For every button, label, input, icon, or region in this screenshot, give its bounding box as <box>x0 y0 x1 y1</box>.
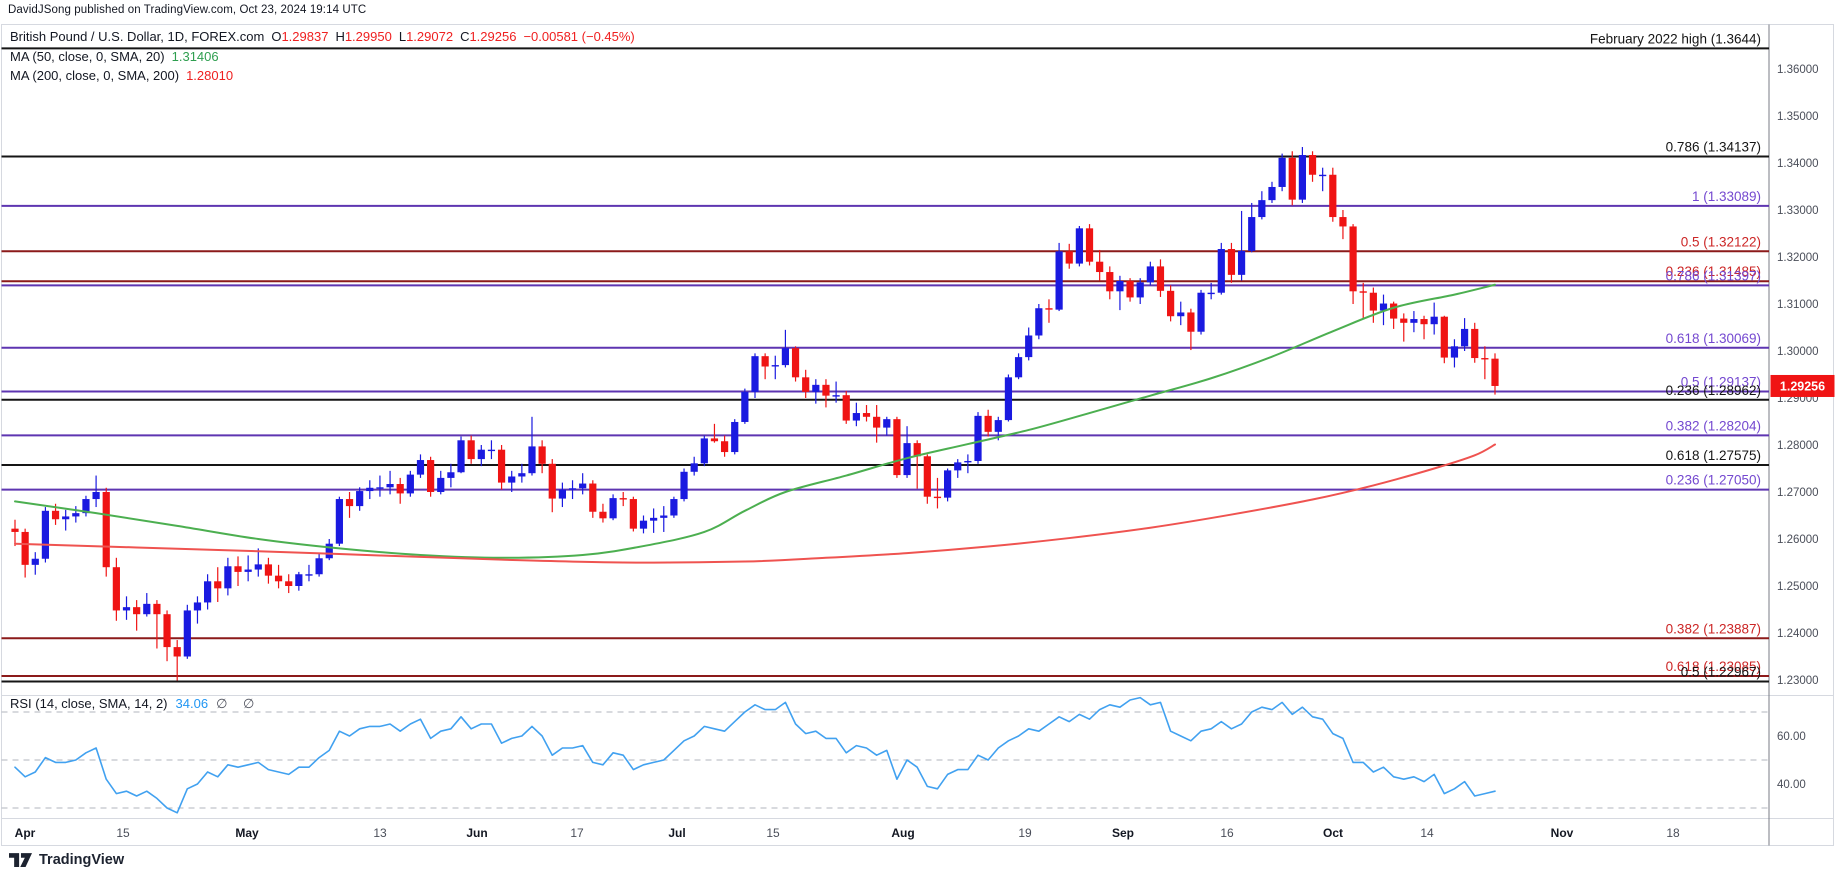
ma200-label: MA (200, close, 0, SMA, 200) <box>10 68 180 83</box>
svg-text:0.5 (1.32122): 0.5 (1.32122) <box>1681 234 1761 249</box>
svg-text:0.236 (1.28962): 0.236 (1.28962) <box>1666 383 1761 398</box>
svg-text:0.5 (1.29137): 0.5 (1.29137) <box>1681 375 1761 390</box>
svg-text:1.26000: 1.26000 <box>1777 534 1819 546</box>
svg-text:February 2022 high (1.3644): February 2022 high (1.3644) <box>1590 31 1761 46</box>
rsi-legend-row: RSI (14, close, SMA, 14, 2) 34.06 ∅ ∅ <box>10 696 260 712</box>
svg-text:Apr: Apr <box>15 826 36 840</box>
svg-text:1.30000: 1.30000 <box>1777 346 1819 358</box>
svg-text:Sep: Sep <box>1112 826 1134 840</box>
svg-text:18: 18 <box>1666 826 1680 840</box>
ma50-label: MA (50, close, 0, SMA, 20) <box>10 48 165 64</box>
svg-text:1.24000: 1.24000 <box>1777 628 1819 640</box>
fib-level-labels: February 2022 high (1.3644) 0.786 (1.3413… <box>1590 31 1761 679</box>
ohlc-open: O 1.29837 <box>271 29 329 44</box>
ma50-line <box>14 283 1496 559</box>
svg-text:14: 14 <box>1420 826 1434 840</box>
svg-text:0.618 (1.30069): 0.618 (1.30069) <box>1666 331 1761 346</box>
svg-text:15: 15 <box>116 826 130 840</box>
svg-text:13: 13 <box>373 826 387 840</box>
rsi-label: RSI (14, close, SMA, 14, 2) <box>10 696 168 711</box>
ma50-legend-row: MA (50, close, 0, SMA, 20) 1.31406 <box>10 47 635 67</box>
svg-text:15: 15 <box>766 826 780 840</box>
svg-text:May: May <box>235 826 259 840</box>
svg-text:0.236 (1.27050): 0.236 (1.27050) <box>1666 473 1761 488</box>
ma200-value: 1.28010 <box>186 68 234 83</box>
svg-text:Jul: Jul <box>668 826 685 840</box>
current-price-badge: 1.29256 <box>1770 374 1835 397</box>
ma200-legend-row: MA (200, close, 0, SMA, 200) 1.28010 <box>10 66 635 86</box>
svg-text:19: 19 <box>1018 826 1032 840</box>
svg-text:1.25000: 1.25000 <box>1777 581 1819 593</box>
svg-text:1.28000: 1.28000 <box>1777 440 1819 452</box>
date-axis-labels: Apr 15 May 13 Jun 17 Jul 15 Aug 19 Sep 16 Oct 14 Nov 18 <box>15 826 1680 840</box>
svg-text:1.29256: 1.29256 <box>1780 379 1825 393</box>
publish-line: DavidJSong published on TradingView.com,… <box>8 4 367 16</box>
tradingview-attribution[interactable]: TradingView <box>9 852 124 868</box>
svg-text:1 (1.33089): 1 (1.33089) <box>1692 189 1761 204</box>
svg-text:16: 16 <box>1220 826 1234 840</box>
svg-text:0.786 (1.31397): 0.786 (1.31397) <box>1666 268 1761 283</box>
ohlc-close: C 1.29256 <box>460 29 517 44</box>
svg-text:1.34000: 1.34000 <box>1777 158 1819 170</box>
svg-text:0.618 (1.27575): 0.618 (1.27575) <box>1666 448 1761 463</box>
svg-text:0.382 (1.23887): 0.382 (1.23887) <box>1666 621 1761 636</box>
ma200-line <box>14 443 1496 564</box>
tradingview-brand-text: TradingView <box>39 852 125 868</box>
svg-text:0.5 (1.22967): 0.5 (1.22967) <box>1681 665 1761 680</box>
svg-text:Jun: Jun <box>466 826 487 840</box>
symbol-title: British Pound / U.S. Dollar, 1D, FOREX.c… <box>10 29 265 44</box>
svg-text:Nov: Nov <box>1551 826 1574 840</box>
svg-text:40.00: 40.00 <box>1777 779 1806 791</box>
svg-text:1.36000: 1.36000 <box>1777 64 1819 76</box>
svg-text:17: 17 <box>570 826 584 840</box>
svg-text:1.27000: 1.27000 <box>1777 487 1819 499</box>
svg-text:1.23000: 1.23000 <box>1777 675 1819 687</box>
svg-text:1.35000: 1.35000 <box>1777 111 1819 123</box>
price-change: −0.00581 (−0.45%) <box>523 29 635 44</box>
rsi-empty-set-icons: ∅ ∅ <box>216 696 261 711</box>
fib-levels-layer <box>1 47 1769 683</box>
rsi-value: 34.06 <box>175 696 209 711</box>
symbol-legend-row: British Pound / U.S. Dollar, 1D, FOREX.c… <box>10 27 635 47</box>
svg-text:1.33000: 1.33000 <box>1777 205 1819 217</box>
svg-text:60.00: 60.00 <box>1777 731 1806 743</box>
tradingview-logo-icon <box>9 852 32 868</box>
svg-text:0.618 (1.23085): 0.618 (1.23085) <box>1666 659 1761 674</box>
svg-text:Aug: Aug <box>891 826 914 840</box>
svg-text:Oct: Oct <box>1323 826 1343 840</box>
ma50-value: 1.31406 <box>171 48 219 64</box>
svg-text:0.236 (1.31485): 0.236 (1.31485) <box>1666 264 1761 279</box>
chart-legend: British Pound / U.S. Dollar, 1D, FOREX.c… <box>10 27 635 86</box>
svg-text:0.382 (1.28204): 0.382 (1.28204) <box>1666 418 1761 433</box>
svg-text:0.786 (1.34137): 0.786 (1.34137) <box>1666 140 1761 155</box>
svg-text:1.31000: 1.31000 <box>1777 299 1819 311</box>
svg-text:1.32000: 1.32000 <box>1777 252 1819 264</box>
rsi-pane: 60.00 40.00 <box>1 696 1806 814</box>
ohlc-high: H 1.29950 <box>335 29 392 44</box>
ohlc-low: L 1.29072 <box>398 29 454 44</box>
price-axis-labels: 1.36000 1.35000 1.34000 1.33000 1.32000 1.310… <box>1777 64 1819 687</box>
candles-layer <box>11 147 1499 681</box>
